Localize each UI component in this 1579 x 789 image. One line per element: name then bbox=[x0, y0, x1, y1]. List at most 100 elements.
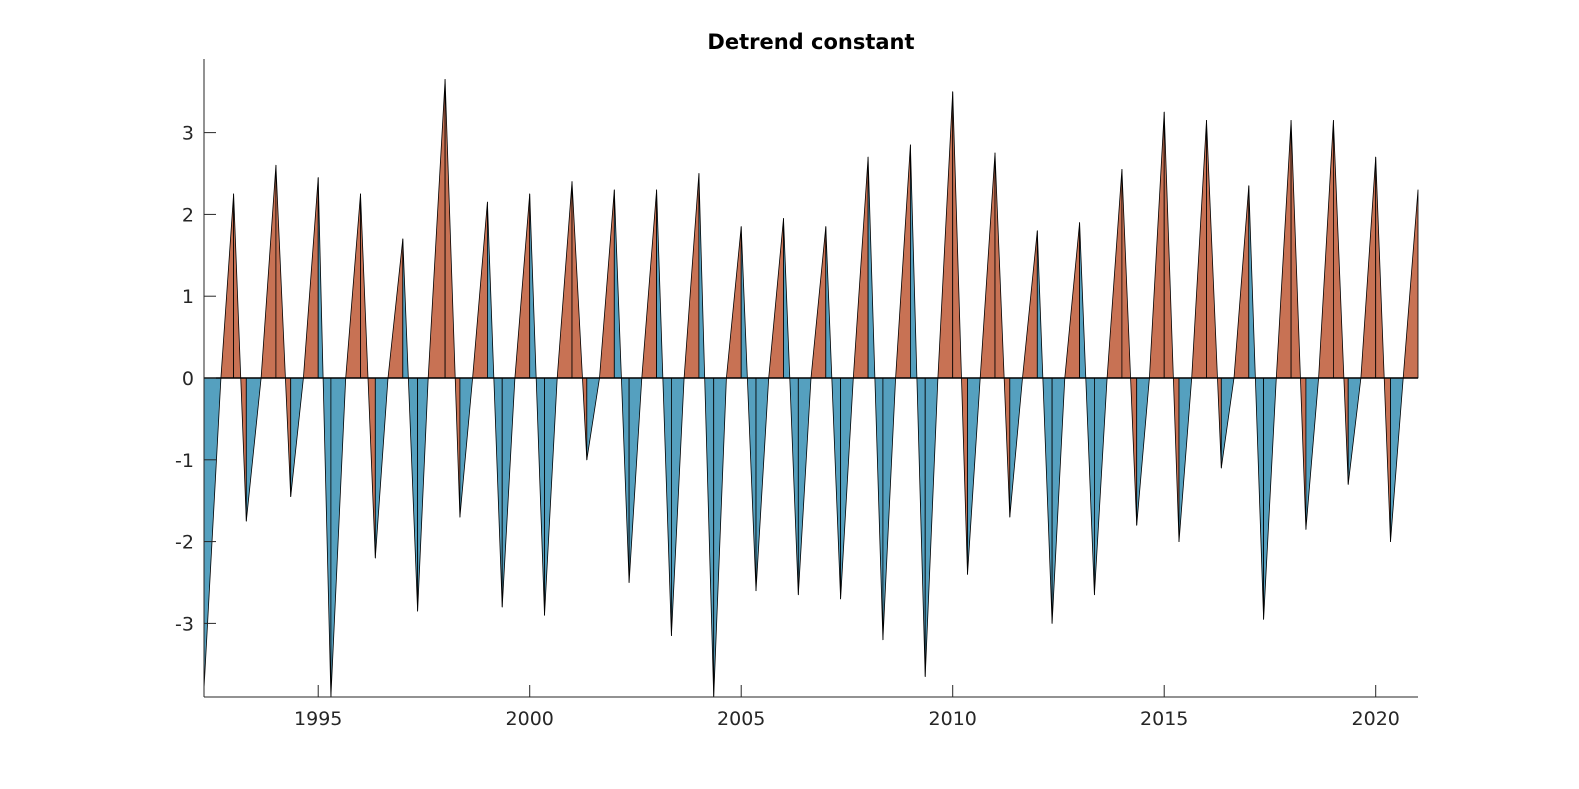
negative-area-segment bbox=[1009, 377, 1023, 518]
negative-area-segment bbox=[628, 377, 643, 583]
negative-area-segment bbox=[867, 156, 884, 641]
negative-area-segment bbox=[203, 377, 222, 690]
positive-area-segment bbox=[768, 218, 784, 379]
positive-area-segment bbox=[1206, 119, 1222, 469]
positive-area-segment bbox=[1275, 119, 1292, 379]
y-tick-label: -2 bbox=[175, 532, 194, 554]
positive-area-segment bbox=[994, 152, 1011, 518]
positive-area-segment bbox=[599, 189, 615, 379]
negative-area-segment bbox=[402, 238, 419, 612]
negative-area-segment bbox=[1051, 377, 1066, 624]
negative-area-segment bbox=[755, 377, 770, 592]
negative-area-segment bbox=[656, 189, 672, 637]
positive-area-segment bbox=[360, 193, 376, 559]
negative-area-segment bbox=[924, 377, 939, 677]
negative-area-segment bbox=[825, 226, 842, 600]
negative-area-segment bbox=[374, 377, 389, 559]
positive-area-segment bbox=[345, 193, 361, 379]
negative-area-segment bbox=[1094, 377, 1108, 596]
positive-area-segment bbox=[979, 152, 996, 379]
negative-area-segment bbox=[245, 377, 262, 522]
negative-area-segment bbox=[290, 377, 304, 498]
negative-area-segment bbox=[783, 218, 799, 596]
negative-area-segment bbox=[910, 144, 926, 677]
positive-area-segment bbox=[387, 238, 404, 379]
negative-area-segment bbox=[330, 377, 347, 698]
positive-area-segment bbox=[810, 226, 827, 379]
negative-area-segment bbox=[487, 201, 503, 608]
positive-area-segment bbox=[514, 193, 531, 379]
positive-area-segment bbox=[444, 79, 461, 518]
negative-area-segment bbox=[529, 193, 545, 616]
positive-area-segment bbox=[1163, 111, 1180, 542]
positive-area-segment bbox=[472, 201, 488, 379]
x-tick-label: 1995 bbox=[294, 708, 342, 730]
positive-area-segment bbox=[683, 173, 700, 379]
positive-area-segment bbox=[1333, 119, 1349, 485]
positive-area-segment bbox=[952, 91, 968, 575]
negative-area-segment bbox=[740, 226, 757, 592]
positive-area-segment bbox=[1148, 111, 1165, 379]
negative-area-segment bbox=[713, 377, 727, 698]
positive-area-segment bbox=[1233, 185, 1250, 379]
negative-area-segment bbox=[1136, 377, 1150, 526]
negative-area-segment bbox=[1305, 377, 1319, 530]
negative-area-segment bbox=[671, 377, 685, 637]
negative-area-segment bbox=[1390, 377, 1404, 542]
tick-layer: -3 -2 -1 0 1 2 3 1995 2000 2005 2010 2015 2020 bbox=[175, 123, 1400, 730]
positive-area-segment bbox=[1106, 169, 1123, 379]
negative-area-segment bbox=[840, 377, 854, 600]
negative-area-segment bbox=[1036, 230, 1053, 624]
x-tick-label: 2005 bbox=[717, 708, 765, 730]
positive-area-segment bbox=[275, 164, 292, 498]
y-tick-label: 0 bbox=[182, 368, 194, 390]
x-tick-label: 2010 bbox=[929, 708, 977, 730]
positive-area-segment bbox=[852, 156, 869, 379]
positive-area-segment bbox=[1064, 222, 1081, 379]
y-tick-label: 2 bbox=[182, 204, 194, 226]
positive-area-segment bbox=[1360, 156, 1377, 379]
negative-area-segment bbox=[417, 377, 429, 612]
positive-area-segment bbox=[1318, 119, 1334, 379]
area-fill-layer bbox=[203, 79, 1419, 698]
y-tick-label: -3 bbox=[175, 613, 194, 635]
negative-area-segment bbox=[586, 377, 600, 461]
positive-area-segment bbox=[303, 177, 319, 379]
positive-area-segment bbox=[1375, 156, 1391, 542]
positive-area-segment bbox=[556, 181, 573, 379]
positive-area-segment bbox=[260, 164, 277, 379]
positive-area-segment bbox=[1402, 189, 1419, 379]
chart-title: Detrend constant bbox=[707, 30, 914, 54]
positive-area-segment bbox=[233, 193, 247, 522]
negative-area-segment bbox=[797, 377, 812, 596]
positive-area-segment bbox=[1022, 230, 1038, 379]
negative-area-segment bbox=[317, 177, 332, 698]
positive-area-segment bbox=[571, 181, 588, 461]
positive-area-segment bbox=[220, 193, 235, 379]
negative-area-segment bbox=[459, 377, 474, 518]
positive-area-segment bbox=[427, 79, 446, 379]
y-tick-label: 3 bbox=[182, 123, 194, 145]
negative-area-segment bbox=[1178, 377, 1193, 542]
y-tick-label: 1 bbox=[182, 286, 194, 308]
x-tick-label: 2020 bbox=[1352, 708, 1400, 730]
negative-area-segment bbox=[882, 377, 896, 641]
negative-area-segment bbox=[1248, 185, 1265, 620]
positive-area-segment bbox=[1121, 169, 1138, 526]
negative-area-segment bbox=[1079, 222, 1095, 596]
x-tick-label: 2015 bbox=[1140, 708, 1188, 730]
negative-area-segment bbox=[967, 377, 981, 575]
negative-area-segment bbox=[1220, 377, 1235, 469]
positive-area-segment bbox=[641, 189, 658, 379]
positive-area-segment bbox=[1290, 119, 1307, 530]
positive-area-segment bbox=[895, 144, 911, 379]
positive-area-segment bbox=[726, 226, 742, 379]
negative-area-segment bbox=[1263, 377, 1277, 620]
negative-area-segment bbox=[698, 173, 715, 698]
x-tick-label: 2000 bbox=[506, 708, 554, 730]
negative-area-segment bbox=[613, 189, 630, 583]
y-tick-label: -1 bbox=[175, 450, 194, 472]
negative-area-segment bbox=[544, 377, 558, 616]
positive-area-segment bbox=[1191, 119, 1207, 379]
